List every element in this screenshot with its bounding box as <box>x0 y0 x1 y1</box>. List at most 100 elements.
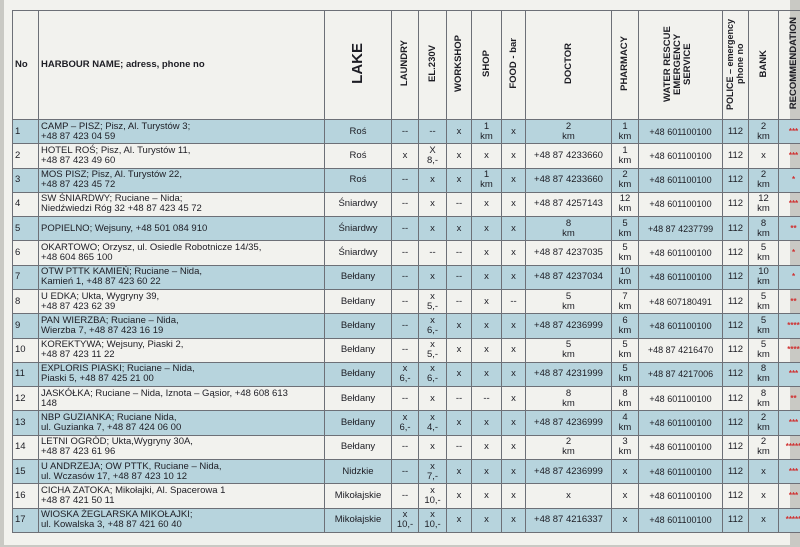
cell-recommendation: *** <box>778 458 800 485</box>
cell-pharmacy: 12 km <box>611 191 639 218</box>
table-row: 14 LETNI OGRÓD; Ukta,Wygryny 30A, +48 87 … <box>12 434 800 460</box>
cell-doctor: x <box>525 483 612 509</box>
table-row: 3 MOS PISZ; Pisz, Al. Turystów 22, +48 87… <box>12 167 800 193</box>
table-row: 2 HOTEL ROŚ; Pisz, Al. Turystów 11, +48 8… <box>12 143 800 169</box>
cell-row-no: 15 <box>12 458 39 485</box>
cell-food-bar: x <box>501 410 526 436</box>
cell-shop: x <box>471 361 502 388</box>
cell-el230v: x 10,- <box>418 483 447 509</box>
cell-food-bar: x <box>501 386 526 412</box>
cell-water-rescue: +48 601100100 <box>638 264 723 290</box>
cell-lake: Bełdany <box>324 361 392 388</box>
cell-police: 112 <box>722 313 749 339</box>
harbour-table: No HARBOUR NAME; adress, phone no LAKE L… <box>12 10 800 533</box>
header-shop: SHOP <box>471 10 502 120</box>
cell-pharmacy: 5 km <box>611 216 639 242</box>
cell-workshop: x <box>446 507 472 533</box>
cell-row-no: 8 <box>12 288 39 315</box>
table-row: 13 NBP GUZIANKA; Ruciane Nida, ul. Guzian… <box>12 410 800 436</box>
cell-bank: x <box>748 507 779 533</box>
cell-recommendation: *** <box>778 191 800 218</box>
header-workshop: WORKSHOP <box>446 10 472 120</box>
cell-recommendation: *** <box>778 483 800 509</box>
cell-water-rescue: +48 601100100 <box>638 191 723 218</box>
cell-food-bar: x <box>501 313 526 339</box>
cell-el230v: x <box>418 264 447 290</box>
cell-police: 112 <box>722 167 749 193</box>
cell-laundry: -- <box>391 313 419 339</box>
cell-el230v: x 5,- <box>418 337 447 363</box>
cell-harbour-name: OTW PTTK KAMIEŃ; Ruciane – Nida, Kamień … <box>38 264 325 290</box>
cell-police: 112 <box>722 483 749 509</box>
cell-pharmacy: 5 km <box>611 337 639 363</box>
cell-shop: x <box>471 434 502 460</box>
cell-doctor: +48 87 4237035 <box>525 240 612 266</box>
cell-lake: Bełdany <box>324 386 392 412</box>
cell-harbour-name: HOTEL ROŚ; Pisz, Al. Turystów 11, +48 87… <box>38 143 325 169</box>
cell-food-bar: x <box>501 337 526 363</box>
cell-doctor: +48 87 4233660 <box>525 143 612 169</box>
cell-workshop: -- <box>446 288 472 315</box>
cell-recommendation: ***** <box>778 434 800 460</box>
cell-doctor: +48 87 4236999 <box>525 410 612 436</box>
cell-recommendation: ** <box>778 216 800 242</box>
cell-doctor: 2 km <box>525 434 612 460</box>
cell-police: 112 <box>722 240 749 266</box>
cell-recommendation: * <box>778 264 800 290</box>
cell-lake: Bełdany <box>324 288 392 315</box>
cell-bank: x <box>748 458 779 485</box>
cell-laundry: -- <box>391 240 419 266</box>
header-recommendation: RECOMMENDATION <box>778 10 800 120</box>
cell-workshop: x <box>446 458 472 485</box>
cell-bank: 8 km <box>748 386 779 412</box>
cell-bank: 12 km <box>748 191 779 218</box>
cell-harbour-name: CAMP – PISZ; Pisz, Al. Turystów 3; +48 8… <box>38 118 325 145</box>
cell-workshop: x <box>446 483 472 509</box>
cell-food-bar: x <box>501 191 526 218</box>
cell-bank: 2 km <box>748 118 779 145</box>
cell-bank: 5 km <box>748 313 779 339</box>
header-el230v: EL.230V <box>418 10 447 120</box>
cell-el230v: -- <box>418 240 447 266</box>
cell-doctor: 8 km <box>525 386 612 412</box>
cell-bank: 5 km <box>748 337 779 363</box>
cell-shop: x <box>471 337 502 363</box>
cell-doctor: 5 km <box>525 288 612 315</box>
cell-pharmacy: x <box>611 507 639 533</box>
cell-shop: 1 km <box>471 118 502 145</box>
cell-water-rescue: +48 601100100 <box>638 410 723 436</box>
header-row: No HARBOUR NAME; adress, phone no LAKE L… <box>12 10 800 120</box>
cell-el230v: x 6,- <box>418 313 447 339</box>
cell-lake: Bełdany <box>324 434 392 460</box>
cell-recommendation: **** <box>778 313 800 339</box>
cell-laundry: x 10,- <box>391 507 419 533</box>
cell-pharmacy: x <box>611 483 639 509</box>
header-police: POLICE – emergency phone no <box>722 10 749 120</box>
cell-water-rescue: +48 601100100 <box>638 118 723 145</box>
cell-shop: x <box>471 313 502 339</box>
cell-water-rescue: +48 601100100 <box>638 458 723 485</box>
header-doctor: DOCTOR <box>525 10 612 120</box>
cell-harbour-name: PAN WIERZBA; Ruciane – Nida, Wierzba 7, … <box>38 313 325 339</box>
cell-el230v: x <box>418 167 447 193</box>
cell-water-rescue: +48 601100100 <box>638 386 723 412</box>
cell-police: 112 <box>722 288 749 315</box>
cell-harbour-name: KOREKTYWA; Wejsuny, Piaski 2, +48 87 423… <box>38 337 325 363</box>
table-row: 16 CICHA ZATOKA; Mikołajki, Al. Spacerowa… <box>12 483 800 509</box>
cell-food-bar: x <box>501 434 526 460</box>
cell-laundry: -- <box>391 337 419 363</box>
cell-workshop: -- <box>446 386 472 412</box>
cell-pharmacy: 8 km <box>611 386 639 412</box>
cell-workshop: x <box>446 361 472 388</box>
table-body: 1 CAMP – PISZ; Pisz, Al. Turystów 3; +48 … <box>12 118 800 533</box>
cell-water-rescue: +48 607180491 <box>638 288 723 315</box>
cell-doctor: +48 87 4233660 <box>525 167 612 193</box>
cell-doctor: +48 87 4257143 <box>525 191 612 218</box>
cell-harbour-name: JASKÓŁKA; Ruciane – Nida, Iznota – Gąsio… <box>38 386 325 412</box>
cell-water-rescue: +48 87 4217006 <box>638 361 723 388</box>
cell-bank: 5 km <box>748 288 779 315</box>
cell-workshop: -- <box>446 434 472 460</box>
cell-shop: x <box>471 240 502 266</box>
cell-harbour-name: EXPLORIS PIASKI; Ruciane – Nida, Piaski … <box>38 361 325 388</box>
cell-el230v: x 4,- <box>418 410 447 436</box>
